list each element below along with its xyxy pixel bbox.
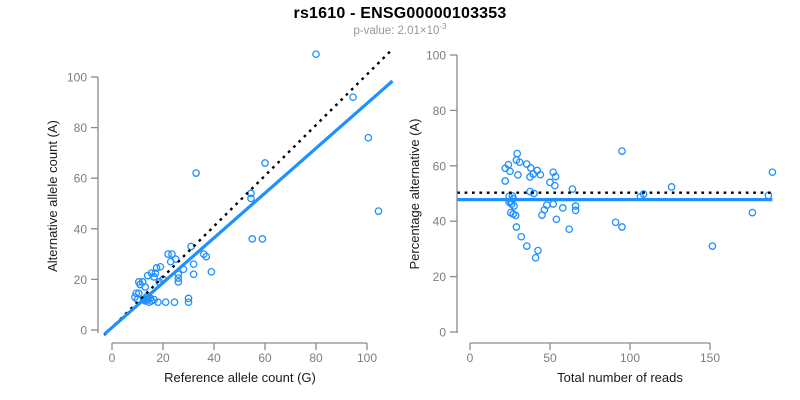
left-data-point: [247, 194, 255, 203]
left-data-point: [143, 271, 152, 280]
right-data-point: [550, 181, 559, 190]
pvalue-base: ×10: [419, 25, 440, 37]
left-y-tick-label: 20: [74, 273, 88, 287]
left-data-point: [141, 283, 150, 291]
figure-subtitle: p-value: 2.01×10-3: [0, 22, 800, 37]
right-y-tick-label: 60: [433, 159, 447, 173]
left-data-point: [184, 294, 193, 303]
left-y-tick-label: 60: [74, 172, 88, 186]
right-x-tick-label: 100: [620, 351, 640, 365]
left-x-tick-label: 100: [357, 351, 377, 365]
right-data-point: [748, 208, 757, 217]
right-x-tick-label: 0: [467, 351, 474, 365]
right-data-point: [530, 189, 538, 198]
pvalue-mantissa: 2.01: [397, 25, 420, 37]
left-data-point: [174, 278, 183, 286]
right-data-point: [611, 218, 620, 227]
left-data-point: [248, 235, 257, 243]
right-data-point: [568, 185, 577, 193]
left-y-axis-title: Alternative allele count (A): [45, 120, 60, 272]
right-y-tick-label: 40: [433, 215, 447, 229]
right-y-tick-label: 80: [433, 104, 447, 118]
right-y-tick-label: 0: [439, 326, 446, 340]
left-data-point: [374, 207, 383, 215]
right-data-point: [522, 242, 531, 250]
right-data-point: [571, 202, 580, 210]
right-data-point: [522, 160, 531, 168]
left-data-point: [154, 298, 162, 307]
left-data-point: [261, 159, 269, 167]
right-data-point: [618, 223, 626, 231]
figure-title: rs1610 - ENSG00000103353: [293, 5, 507, 22]
left-x-tick-label: 20: [156, 351, 170, 365]
right-data-point: [708, 242, 717, 250]
left-data-point: [170, 298, 179, 307]
right-data-point: [531, 253, 540, 262]
left-data-point: [151, 269, 160, 277]
left-x-tick-label: 40: [207, 351, 221, 365]
left-data-point: [189, 260, 198, 269]
right-data-point: [565, 225, 574, 234]
left-data-point: [164, 250, 172, 258]
left-data-point: [258, 235, 267, 243]
left-data-point: [192, 169, 200, 177]
right-data-point: [536, 170, 545, 179]
right-data-point: [514, 171, 522, 179]
right-x-tick-label: 150: [700, 351, 720, 365]
right-data-point: [512, 156, 521, 164]
right-data-point: [571, 206, 580, 215]
right-data-point: [549, 200, 558, 208]
pvalue-prefix: p-value:: [353, 25, 398, 37]
right-data-point: [558, 204, 567, 212]
right-data-point: [512, 223, 521, 231]
right-data-point: [538, 211, 546, 219]
right-y-tick-label: 100: [426, 49, 446, 63]
left-data-point: [161, 298, 170, 307]
right-data-point: [552, 215, 561, 224]
right-x-axis-title: Total number of reads: [557, 370, 683, 385]
left-identity-line: [103, 49, 393, 336]
left-y-tick-label: 80: [74, 121, 88, 135]
left-data-point: [189, 270, 198, 279]
right-data-point: [501, 177, 510, 185]
left-y-tick-label: 40: [74, 222, 88, 236]
left-y-tick-label: 100: [67, 71, 87, 85]
left-x-tick-label: 80: [309, 351, 323, 365]
left-data-point: [349, 93, 357, 102]
right-data-point: [513, 149, 522, 158]
left-data-point: [152, 264, 161, 272]
right-data-point: [618, 147, 626, 155]
left-data-point: [168, 250, 176, 258]
left-x-tick-label: 0: [109, 351, 116, 365]
right-data-point: [768, 168, 777, 177]
right-y-axis-title: Percentage alternative (A): [407, 118, 422, 269]
right-data-point: [526, 173, 534, 181]
right-data-point: [501, 164, 510, 173]
right-data-point: [511, 211, 520, 220]
right-data-point: [667, 183, 676, 191]
left-data-point: [364, 133, 373, 142]
left-data-point: [187, 242, 195, 251]
left-data-point: [156, 262, 165, 271]
left-x-axis-title: Reference allele count (G): [164, 370, 316, 385]
left-y-tick-label: 0: [80, 324, 87, 338]
left-data-point: [312, 50, 320, 59]
left-data-point: [184, 298, 193, 307]
right-data-point: [526, 164, 535, 172]
pvalue-exponent: -3: [439, 22, 447, 32]
left-data-point: [140, 295, 148, 304]
right-data-point: [534, 246, 542, 255]
left-data-point: [202, 252, 211, 261]
right-data-point: [551, 172, 560, 181]
left-data-point: [174, 274, 183, 282]
left-fit-line: [103, 79, 394, 336]
left-x-tick-label: 60: [258, 351, 272, 365]
left-data-point: [171, 255, 180, 264]
left-data-point: [207, 267, 216, 276]
right-x-tick-label: 50: [543, 351, 557, 365]
right-data-point: [517, 232, 526, 241]
right-y-tick-label: 20: [433, 270, 447, 284]
